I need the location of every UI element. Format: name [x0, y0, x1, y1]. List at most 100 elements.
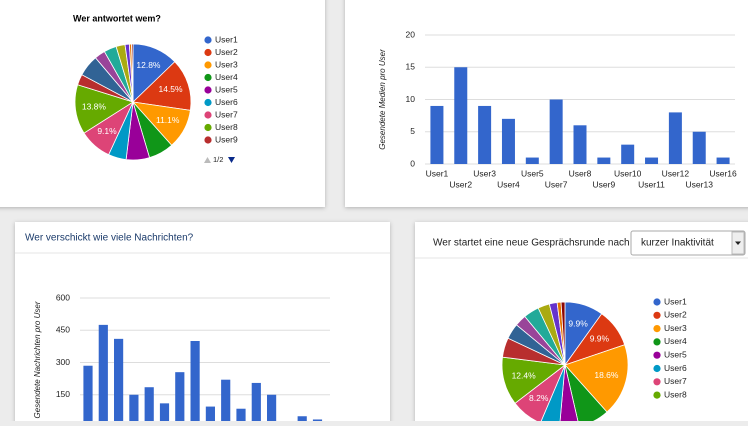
bar	[716, 157, 730, 164]
bar	[175, 372, 185, 421]
x-tick-label: User16	[709, 168, 737, 178]
bar	[573, 125, 587, 164]
legend-marker	[204, 98, 212, 107]
pager-label: 1/2	[213, 155, 223, 164]
x-tick-label: User4	[497, 179, 520, 189]
legend-label: User3	[664, 323, 687, 333]
bar	[297, 416, 307, 421]
bar	[549, 99, 563, 164]
chart: Wer verschickt wie viele Nachrichten? 150…	[25, 233, 330, 421]
chart-title: Wer antwortet wem?	[73, 13, 161, 23]
bar	[221, 379, 231, 421]
legend-marker	[653, 378, 661, 386]
x-tick-label: User13	[686, 179, 714, 189]
x-tick-label: User5	[521, 168, 544, 178]
pie-slice	[560, 301, 566, 366]
slice-label: 8.2%	[529, 393, 549, 403]
x-tick-label: User12	[662, 168, 690, 178]
bar	[251, 382, 261, 421]
legend-marker	[204, 36, 212, 44]
bar	[692, 131, 706, 164]
dropdown-label[interactable]: kurzer Inaktivität	[641, 238, 714, 249]
y-axis-label: Gesendete Medien pro User	[378, 49, 387, 150]
legend-marker	[653, 351, 661, 359]
pie-slice	[132, 61, 192, 111]
x-tick-label: User10	[614, 168, 642, 178]
pager-next[interactable]	[228, 157, 235, 163]
y-axis-label: Gesendete Nachrichten pro User	[33, 301, 42, 418]
legend-label: User6	[215, 97, 238, 107]
bar	[83, 365, 93, 421]
legend-marker	[653, 311, 661, 319]
slice-label: 12.8%	[136, 60, 161, 70]
legend-marker	[204, 48, 212, 57]
pie-slice	[131, 43, 134, 103]
bar	[454, 67, 468, 164]
legend-label: User7	[664, 376, 687, 386]
slice-label: 9.1%	[97, 126, 117, 136]
x-tick-label: User3	[473, 168, 496, 178]
bar	[645, 157, 659, 164]
y-tick-label: 5	[410, 126, 415, 136]
x-tick-label: User11	[638, 179, 665, 189]
legend-label: User9	[215, 134, 238, 144]
pie-slice	[559, 364, 579, 421]
legend-label: User5	[664, 349, 687, 359]
legend-marker	[653, 338, 661, 346]
bar	[98, 324, 108, 421]
y-tick-label: 10	[406, 94, 416, 104]
dropdown[interactable]	[630, 230, 746, 256]
bar	[597, 157, 611, 164]
bar	[312, 419, 323, 421]
legend-marker	[653, 325, 661, 333]
pager-prev[interactable]	[204, 157, 211, 163]
slice-label: 12.4%	[512, 370, 537, 380]
legend-label: User8	[215, 122, 238, 132]
pie-slice	[564, 344, 629, 413]
slice-label: 11.1%	[156, 115, 180, 125]
legend-label: User1	[664, 296, 687, 306]
legend-label: User2	[215, 47, 238, 57]
legend-label: User6	[664, 363, 687, 373]
legend-label: User8	[664, 389, 687, 399]
y-tick-label: 150	[56, 389, 70, 399]
legend-marker	[653, 391, 661, 399]
slice-label: 18.6%	[594, 370, 619, 380]
legend-marker	[204, 136, 212, 144]
chart: Wer antwortet wem? 12.8% 14.5% 11.1% 9.1% 13.…	[73, 13, 238, 164]
bar	[129, 394, 139, 421]
legend-label: User4	[664, 336, 687, 346]
y-tick-label: 450	[56, 325, 70, 335]
x-tick-label: User9	[593, 179, 616, 189]
x-tick-label: User7	[545, 179, 568, 189]
bar	[430, 105, 444, 164]
legend-label: User4	[215, 72, 238, 82]
x-tick-label: User2	[449, 179, 472, 189]
legend-label: User3	[215, 59, 238, 69]
pie-slice	[540, 364, 566, 421]
x-tick-label: User8	[569, 168, 592, 178]
card	[15, 222, 390, 426]
bar	[668, 112, 682, 164]
legend-label: User1	[215, 34, 238, 44]
legend-marker	[204, 61, 212, 69]
bar	[205, 406, 215, 421]
bar	[478, 105, 492, 164]
y-tick-label: 600	[56, 292, 70, 302]
y-tick-label: 20	[406, 29, 416, 39]
x-tick-label: User1	[426, 168, 449, 178]
slice-label: 9.9%	[590, 334, 610, 344]
dropdown-arrow	[735, 241, 741, 245]
chart-title: Wer verschickt wie viele Nachrichten?	[25, 233, 194, 244]
bar	[114, 338, 124, 421]
y-tick-label: 300	[56, 357, 70, 367]
legend-label: User5	[215, 84, 238, 94]
legend-marker	[653, 298, 661, 306]
legend-marker	[204, 111, 212, 119]
bar	[236, 408, 246, 421]
legend-marker	[204, 73, 212, 82]
legend-label: User7	[215, 109, 238, 119]
bar	[501, 118, 515, 164]
